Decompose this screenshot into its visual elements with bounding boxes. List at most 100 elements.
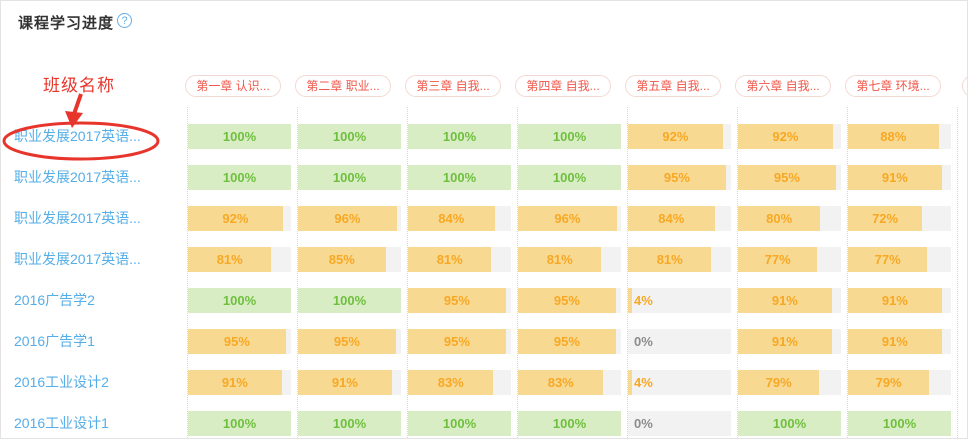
progress-value: 91%	[881, 293, 908, 308]
chapter-pill[interactable]: 第六章 自我...	[735, 75, 831, 97]
progress-bar	[738, 288, 832, 313]
progress-cell: 91%	[298, 370, 401, 395]
progress-value: 79%	[875, 375, 902, 390]
class-name-link[interactable]: 2016广告学1	[14, 333, 95, 349]
progress-cell: 81%	[628, 247, 731, 272]
chapter-pill[interactable]: 第一章 认识...	[185, 75, 281, 97]
help-icon[interactable]: ?	[117, 13, 132, 28]
class-name-link[interactable]: 职业发展2017英语...	[14, 210, 141, 226]
progress-bar	[298, 247, 386, 272]
progress-value: 100%	[882, 416, 917, 431]
progress-bar	[298, 370, 392, 395]
chapter-pill[interactable]: 第五章 自我...	[625, 75, 721, 97]
column-separator-line	[407, 107, 408, 438]
progress-bar	[518, 411, 621, 436]
progress-value: 96%	[554, 211, 581, 226]
progress-cell: 100%	[188, 165, 291, 190]
chapter-pill[interactable]: 第三章 自我...	[405, 75, 501, 97]
progress-cell: 95%	[518, 329, 621, 354]
progress-cell: 92%	[738, 124, 841, 149]
progress-bar	[188, 165, 291, 190]
progress-bar	[298, 206, 397, 231]
progress-value: 100%	[222, 170, 257, 185]
progress-cell: 96%	[298, 206, 401, 231]
progress-cell: 79%	[848, 370, 951, 395]
chapter-pill[interactable]: 第四章 自我...	[515, 75, 611, 97]
class-name-link[interactable]: 职业发展2017英语...	[14, 251, 141, 267]
progress-cell: 95%	[628, 165, 731, 190]
progress-value: 91%	[881, 170, 908, 185]
progress-cell: 100%	[518, 411, 621, 436]
progress-cell: 79%	[738, 370, 841, 395]
progress-bar	[408, 329, 506, 354]
progress-cell: 83%	[518, 370, 621, 395]
column-separator-line	[737, 107, 738, 438]
progress-bar	[848, 411, 951, 436]
column-separator-line	[847, 107, 848, 438]
column-separator-line	[627, 107, 628, 438]
progress-value: 84%	[658, 211, 685, 226]
progress-value: 96%	[334, 211, 361, 226]
progress-cell: 95%	[518, 288, 621, 313]
progress-bar	[738, 206, 821, 231]
progress-value: 92%	[772, 129, 799, 144]
progress-cell: 88%	[848, 124, 951, 149]
progress-bar	[628, 124, 723, 149]
progress-value: 100%	[552, 129, 587, 144]
progress-cell: 91%	[848, 165, 951, 190]
progress-value: 91%	[771, 293, 798, 308]
progress-value: 91%	[771, 334, 798, 349]
progress-value: 72%	[872, 211, 899, 226]
column-separator-line	[957, 107, 958, 438]
progress-value: 92%	[662, 129, 689, 144]
class-name-link[interactable]: 2016工业设计1	[14, 415, 109, 431]
progress-cell: 95%	[188, 329, 291, 354]
progress-bar	[848, 165, 942, 190]
progress-bar	[628, 370, 633, 395]
progress-value: 95%	[443, 293, 470, 308]
chapter-pill-partial[interactable]: 第	[962, 75, 967, 97]
progress-bar	[738, 247, 818, 272]
progress-bar	[298, 165, 401, 190]
class-name-link[interactable]: 2016工业设计2	[14, 374, 109, 390]
progress-value: 100%	[222, 416, 257, 431]
progress-value: 100%	[222, 293, 257, 308]
progress-value: 92%	[222, 211, 249, 226]
progress-cell: 95%	[298, 329, 401, 354]
progress-bar	[738, 124, 833, 149]
progress-value: 95%	[223, 334, 250, 349]
progress-cell: 100%	[848, 411, 951, 436]
progress-cell: 91%	[848, 288, 951, 313]
progress-cell: 72%	[848, 206, 951, 231]
progress-value: 100%	[332, 293, 367, 308]
progress-cell: 84%	[408, 206, 511, 231]
class-name-link[interactable]: 职业发展2017英语...	[14, 169, 141, 185]
progress-value: 84%	[438, 211, 465, 226]
chapter-pill[interactable]: 第七章 环境...	[845, 75, 941, 97]
progress-cell: 85%	[298, 247, 401, 272]
progress-value: 100%	[442, 416, 477, 431]
progress-cell: 100%	[738, 411, 841, 436]
progress-value: 83%	[547, 375, 574, 390]
progress-cell: 91%	[848, 329, 951, 354]
progress-bar	[188, 329, 286, 354]
progress-value: 81%	[436, 252, 463, 267]
progress-bar	[738, 165, 836, 190]
progress-cell: 100%	[298, 411, 401, 436]
progress-bar	[518, 206, 617, 231]
chapter-pill[interactable]: 第二章 职业...	[295, 75, 391, 97]
progress-value: 80%	[766, 211, 793, 226]
progress-bar	[848, 247, 928, 272]
progress-cell: 100%	[298, 124, 401, 149]
progress-cell: 83%	[408, 370, 511, 395]
progress-value: 81%	[216, 252, 243, 267]
progress-value: 95%	[553, 334, 580, 349]
class-name-link[interactable]: 职业发展2017英语...	[14, 128, 141, 144]
progress-bar	[188, 206, 283, 231]
progress-value: 100%	[772, 416, 807, 431]
class-name-link[interactable]: 2016广告学2	[14, 292, 95, 308]
progress-bar	[848, 370, 930, 395]
progress-bar	[298, 411, 401, 436]
progress-value: 0%	[634, 416, 653, 431]
progress-value: 100%	[222, 129, 257, 144]
